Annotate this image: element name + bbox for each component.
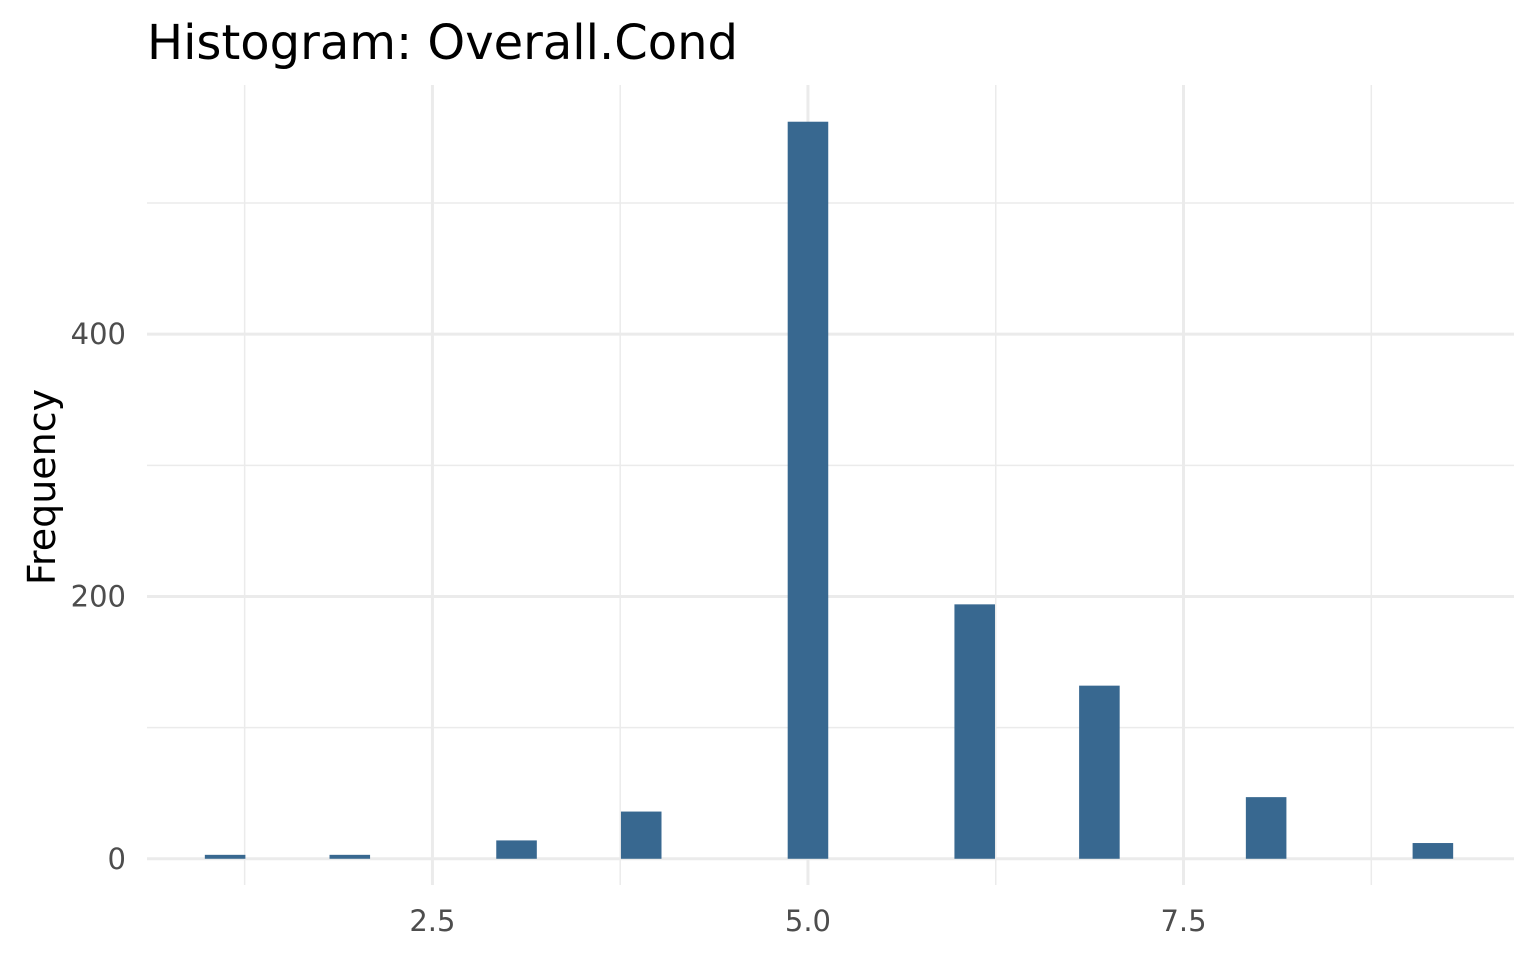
histogram-bar (329, 854, 371, 859)
grid-lines (147, 85, 1514, 885)
histogram-bar (1412, 843, 1454, 859)
chart-title: Histogram: Overall.Cond (147, 15, 738, 71)
y-tick-label: 0 (108, 842, 126, 876)
histogram-bar (204, 854, 246, 859)
x-tick-label: 7.5 (1160, 904, 1206, 938)
histogram-bars (204, 121, 1454, 859)
y-axis-title: Frequency (20, 389, 64, 585)
x-tick-label: 5.0 (785, 904, 831, 938)
x-tick-label: 2.5 (409, 904, 455, 938)
histogram-bar (787, 121, 829, 859)
histogram-bar (954, 604, 995, 859)
histogram-bar (1079, 685, 1120, 859)
y-tick-label: 400 (71, 317, 126, 351)
histogram-bar (620, 811, 662, 859)
y-tick-label: 200 (71, 579, 126, 613)
histogram-bar (496, 840, 537, 859)
tick-labels: 0 200 400 2.5 5.0 7.5 (71, 317, 1207, 938)
histogram-bar (1245, 797, 1287, 859)
